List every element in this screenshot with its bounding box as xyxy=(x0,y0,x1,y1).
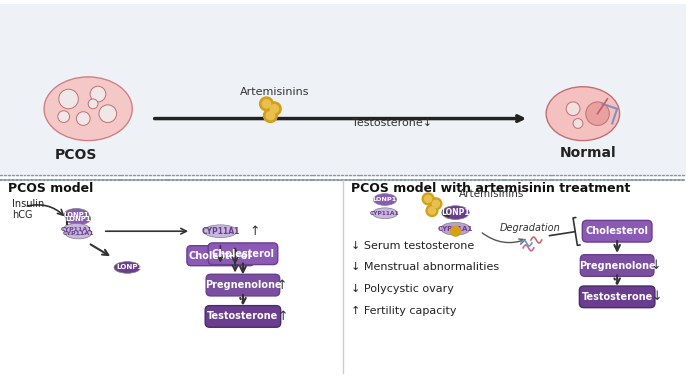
Circle shape xyxy=(266,111,274,120)
Text: Insulin
hCG: Insulin hCG xyxy=(12,199,44,221)
Text: LONP1: LONP1 xyxy=(373,197,397,202)
FancyBboxPatch shape xyxy=(206,274,280,296)
Text: LONP1: LONP1 xyxy=(66,216,91,222)
Text: PCOS: PCOS xyxy=(55,148,97,162)
Text: ↓ Polycystic ovary: ↓ Polycystic ovary xyxy=(351,284,454,294)
Ellipse shape xyxy=(204,225,237,238)
Text: ↑: ↑ xyxy=(277,310,288,323)
FancyBboxPatch shape xyxy=(205,306,281,327)
Text: ↓: ↓ xyxy=(650,259,661,272)
Text: ↑: ↑ xyxy=(276,279,287,291)
Circle shape xyxy=(426,205,438,216)
Text: PCOS model with artemisinin treatment: PCOS model with artemisinin treatment xyxy=(351,182,630,195)
Text: ↑ Fertility capacity: ↑ Fertility capacity xyxy=(351,305,456,315)
Text: Cholesterol: Cholesterol xyxy=(586,226,649,236)
FancyBboxPatch shape xyxy=(580,255,654,276)
Text: Testosterone: Testosterone xyxy=(207,312,279,322)
Text: ↓: ↓ xyxy=(652,290,662,303)
Text: Testosterone↓: Testosterone↓ xyxy=(352,118,432,128)
Circle shape xyxy=(586,102,609,125)
FancyBboxPatch shape xyxy=(0,4,686,177)
Ellipse shape xyxy=(546,87,620,140)
Circle shape xyxy=(422,193,434,205)
Text: CYP11A1: CYP11A1 xyxy=(62,231,94,236)
Circle shape xyxy=(425,195,432,202)
Circle shape xyxy=(428,207,435,214)
Circle shape xyxy=(260,97,273,111)
Text: ↓ Serum testosterone: ↓ Serum testosterone xyxy=(351,241,474,251)
Text: Pregnenolone: Pregnenolone xyxy=(579,260,655,271)
Circle shape xyxy=(262,100,271,108)
Ellipse shape xyxy=(114,262,141,273)
Ellipse shape xyxy=(121,264,130,271)
Text: ↑: ↑ xyxy=(250,225,260,238)
Text: Cholesterol: Cholesterol xyxy=(189,251,252,261)
Ellipse shape xyxy=(373,194,397,205)
Circle shape xyxy=(270,104,279,113)
Circle shape xyxy=(88,99,98,109)
FancyBboxPatch shape xyxy=(582,220,652,242)
Text: LONP1: LONP1 xyxy=(441,208,470,217)
Circle shape xyxy=(267,102,281,116)
Ellipse shape xyxy=(372,208,398,219)
FancyBboxPatch shape xyxy=(580,286,655,308)
Circle shape xyxy=(566,102,580,116)
Circle shape xyxy=(263,109,277,122)
Text: Testosterone: Testosterone xyxy=(582,292,653,302)
Text: Cholesterol: Cholesterol xyxy=(211,249,274,259)
Text: LONP1: LONP1 xyxy=(64,212,89,217)
Text: CYP11A1: CYP11A1 xyxy=(370,211,400,216)
Ellipse shape xyxy=(66,212,91,225)
Text: Normal: Normal xyxy=(559,146,616,160)
Circle shape xyxy=(433,200,440,207)
Text: ↓ Menstrual abnormalities: ↓ Menstrual abnormalities xyxy=(351,262,499,272)
Ellipse shape xyxy=(63,223,90,235)
Text: LONP1: LONP1 xyxy=(116,264,143,271)
Ellipse shape xyxy=(441,223,470,235)
Circle shape xyxy=(573,118,583,128)
Text: Artemisinins: Artemisinins xyxy=(239,87,309,97)
Ellipse shape xyxy=(64,209,89,221)
Text: Pregnenolone: Pregnenolone xyxy=(204,280,281,290)
Circle shape xyxy=(90,86,106,102)
Circle shape xyxy=(59,89,78,109)
Text: Degradation: Degradation xyxy=(500,223,560,233)
Circle shape xyxy=(58,111,69,122)
Text: CYP11A1: CYP11A1 xyxy=(438,226,473,232)
Text: PCOS model: PCOS model xyxy=(8,182,93,195)
Circle shape xyxy=(76,112,90,125)
Ellipse shape xyxy=(44,77,132,140)
Text: Artemisinins: Artemisinins xyxy=(458,189,524,199)
Circle shape xyxy=(430,198,442,210)
Circle shape xyxy=(99,105,117,122)
Text: CYP11A1: CYP11A1 xyxy=(201,227,239,236)
FancyBboxPatch shape xyxy=(187,246,254,266)
Ellipse shape xyxy=(442,206,469,219)
FancyBboxPatch shape xyxy=(208,243,278,265)
Text: CYP11A1: CYP11A1 xyxy=(61,227,92,232)
Ellipse shape xyxy=(65,228,92,239)
Circle shape xyxy=(451,226,461,236)
